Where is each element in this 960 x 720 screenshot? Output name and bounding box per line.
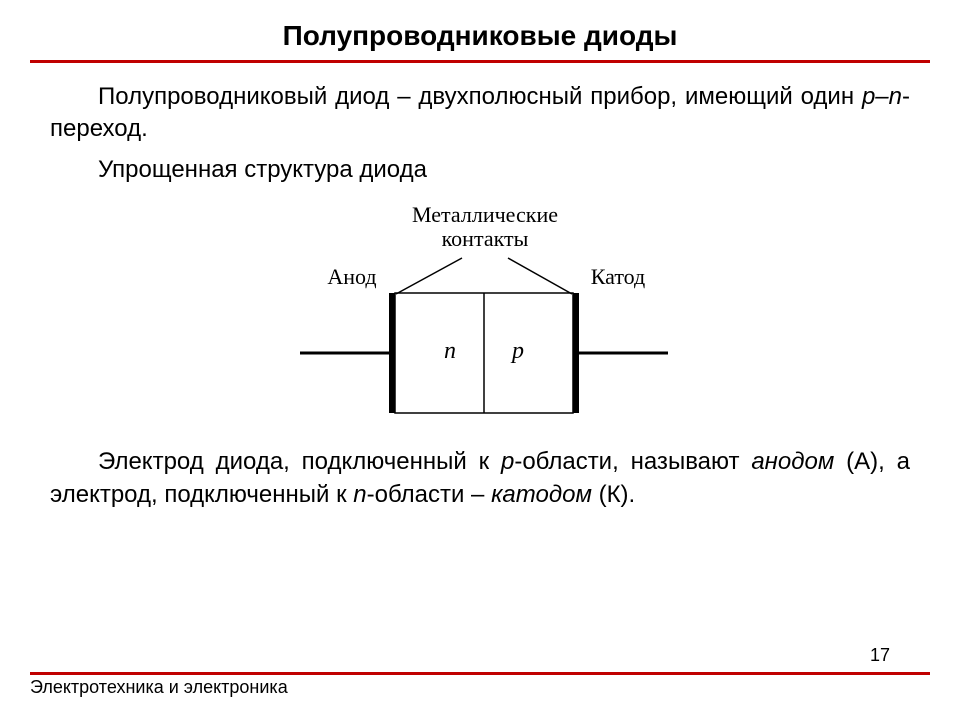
- intro-paragraph: Полупроводниковый диод – двухполюсный пр…: [50, 81, 910, 146]
- divider-bottom: [30, 672, 930, 675]
- outro-t5: (К).: [592, 481, 635, 508]
- intro-text-1: Полупроводниковый диод – двухполюсный пр…: [98, 83, 862, 110]
- contact-right: [573, 293, 579, 413]
- subheading: Упрощенная структура диода: [50, 154, 910, 186]
- outro-i2: анодом: [751, 448, 834, 475]
- outro-t2: -области, называют: [514, 448, 751, 475]
- label-metallic-2: контакты: [442, 226, 529, 251]
- pointer-right: [508, 258, 572, 294]
- page-number: 17: [870, 645, 890, 666]
- contact-left: [389, 293, 395, 413]
- subheading-text: Упрощенная структура диода: [98, 156, 427, 183]
- label-region-p: p: [510, 338, 524, 364]
- slide: Полупроводниковые диоды Полупроводниковы…: [0, 0, 960, 720]
- diagram: Металлические контакты Анод Катод n p: [50, 198, 910, 428]
- footer: Электротехника и электроника: [30, 672, 930, 698]
- label-region-n: n: [444, 338, 456, 364]
- outro-t1: Электрод диода, подключенный к: [98, 448, 501, 475]
- outro-i3: n: [353, 481, 366, 508]
- label-anode: Анод: [327, 264, 376, 289]
- diode-structure-diagram: Металлические контакты Анод Катод n p: [240, 198, 720, 428]
- outro-paragraph: Электрод диода, подключенный к p-области…: [50, 446, 910, 511]
- outro-i4: катодом: [491, 481, 592, 508]
- intro-pn: p–n: [862, 83, 902, 110]
- page-title: Полупроводниковые диоды: [50, 20, 910, 52]
- label-metallic-1: Металлические: [412, 202, 558, 227]
- footer-text: Электротехника и электроника: [30, 677, 930, 698]
- label-cathode: Катод: [591, 264, 645, 289]
- pointer-left: [396, 258, 462, 294]
- outro-i1: p: [501, 448, 514, 475]
- body: Полупроводниковый диод – двухполюсный пр…: [50, 63, 910, 511]
- outro-t4: -области –: [367, 481, 491, 508]
